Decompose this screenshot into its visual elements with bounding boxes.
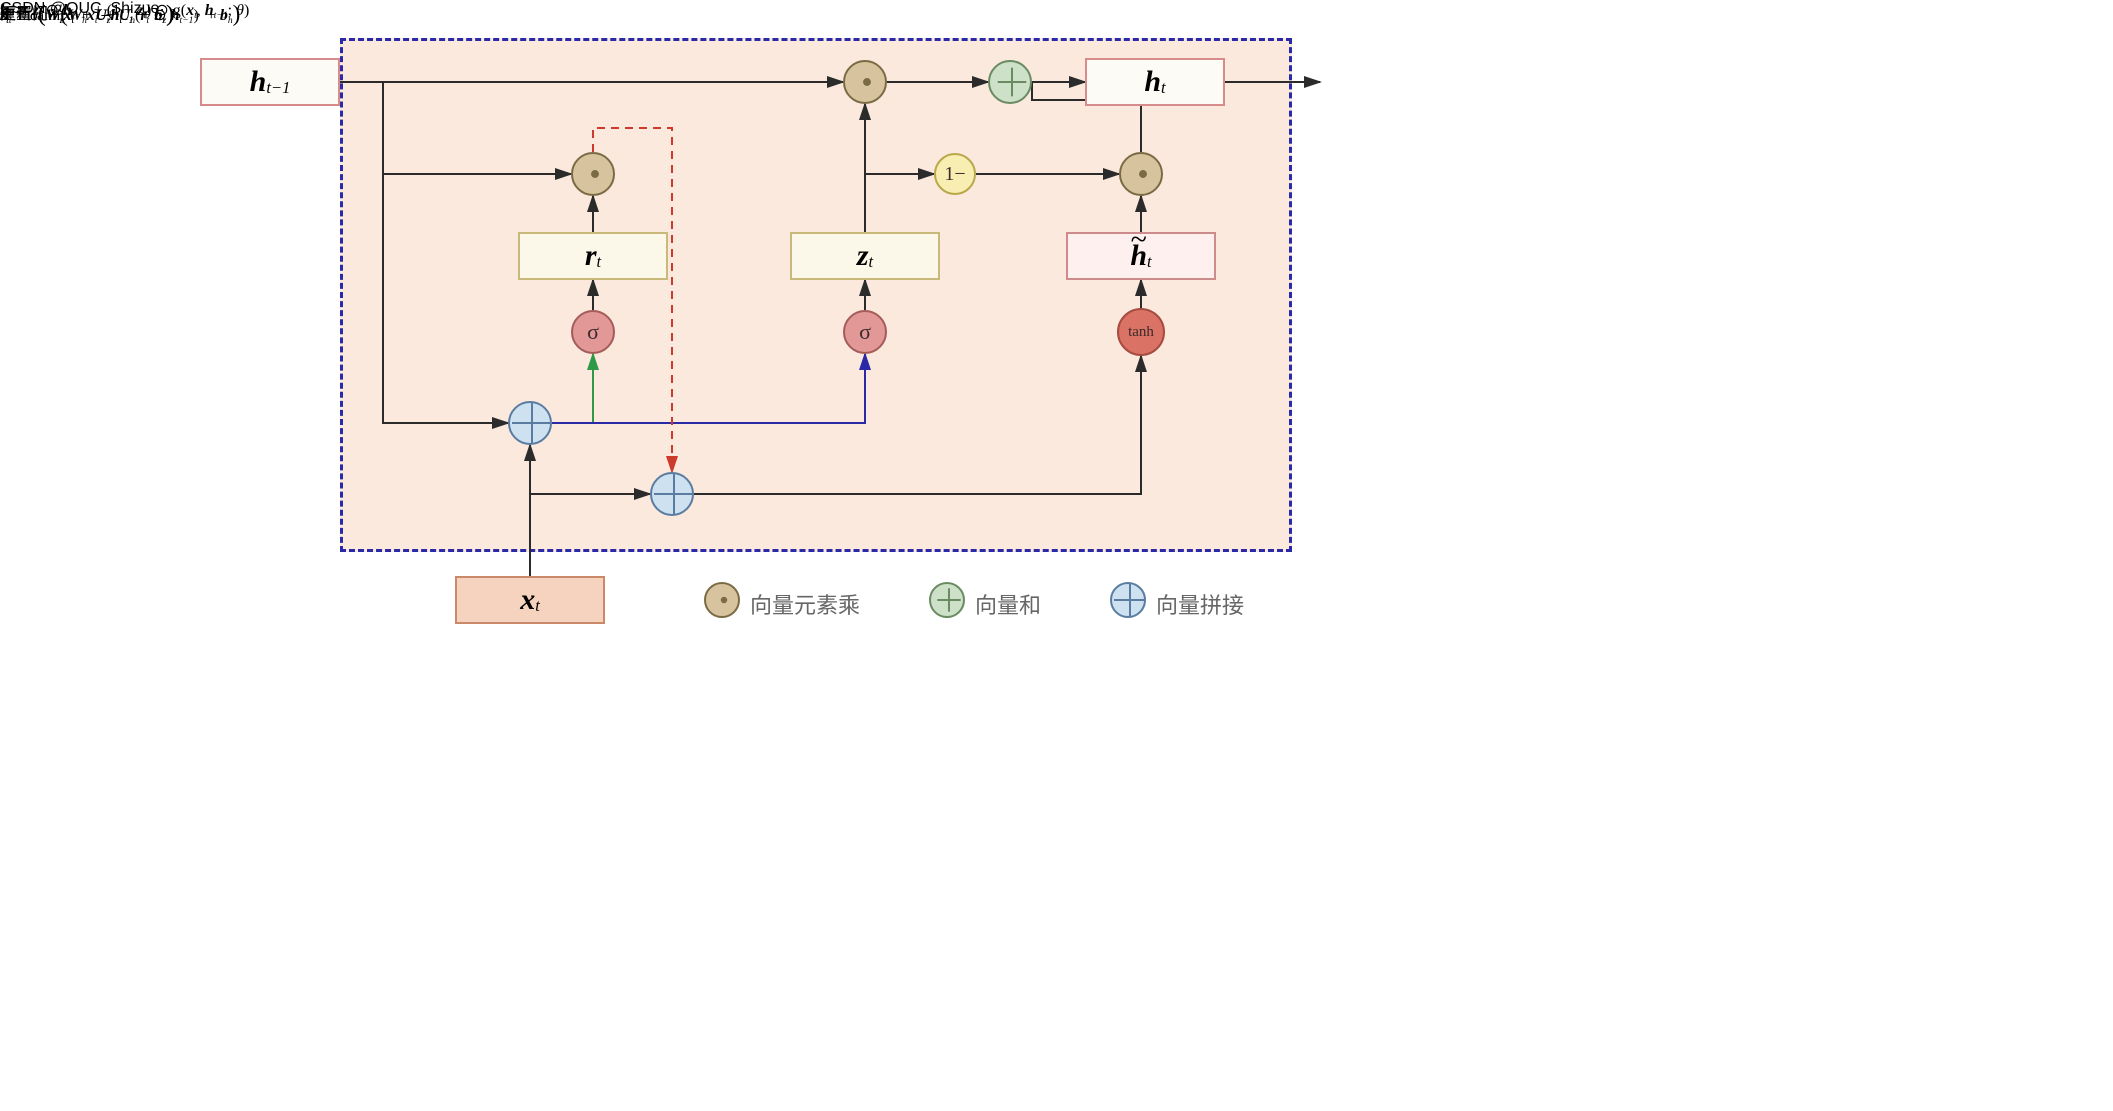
op-concat-2: [650, 472, 694, 516]
activation-sigma-z: σ: [843, 310, 887, 354]
op-one-minus: 1−: [934, 153, 976, 195]
op-elemmult-h: [1119, 152, 1163, 196]
node-x-t: xt: [455, 576, 605, 624]
node-h-t: ht: [1085, 58, 1225, 106]
activation-tanh: tanh: [1117, 308, 1165, 356]
legend-elemmult-label: 向量元素乘: [750, 588, 860, 620]
legend-add-icon: [929, 582, 965, 618]
op-elemmult-r: [571, 152, 615, 196]
node-h-tilde: ~ht: [1066, 232, 1216, 280]
legend-add-label: 向量和: [975, 588, 1041, 620]
diagram-stage: ht−1 ht rt zt ~ht xt 1− σ σ tanh 向量元素乘 向…: [0, 0, 2113, 1111]
legend-concat-label: 向量拼接: [1156, 588, 1244, 620]
node-h-prev: ht−1: [200, 58, 340, 106]
op-elemmult-z: [843, 60, 887, 104]
activation-sigma-r: σ: [571, 310, 615, 354]
legend-concat-icon: [1110, 582, 1146, 618]
watermark: CSDN @OUC_Shizue: [0, 0, 159, 18]
legend-elemmult-icon: [704, 582, 740, 618]
node-r-t: rt: [518, 232, 668, 280]
node-z-t: zt: [790, 232, 940, 280]
op-add: [988, 60, 1032, 104]
gru-cell-box: [340, 38, 1292, 552]
op-concat-1: [508, 401, 552, 445]
